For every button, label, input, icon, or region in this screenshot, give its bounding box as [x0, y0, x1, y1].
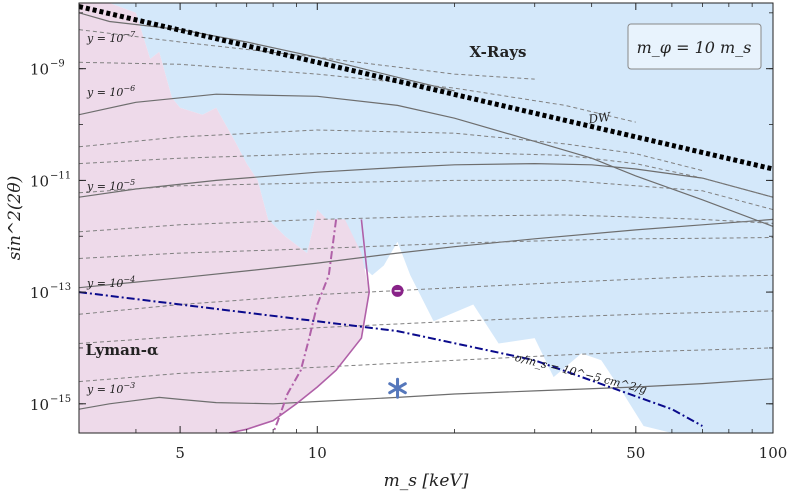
y-tick-exponent: −11 — [50, 170, 71, 181]
legend-box: m_φ = 10 m_s — [627, 23, 762, 70]
x-tick-label: 5 — [175, 444, 185, 462]
series-line-4 — [79, 218, 773, 289]
series-line-6 — [79, 29, 535, 80]
legend-text: m_φ = 10 m_s — [637, 38, 752, 57]
y-line-label-4: y = 10−4 — [86, 275, 135, 290]
y-tick-label: 10 — [30, 396, 49, 414]
series-line-11 — [79, 214, 773, 233]
star-marker-arm — [388, 382, 407, 395]
series-line-2 — [79, 93, 773, 227]
series-line-3 — [79, 162, 773, 198]
series-line-18 — [228, 219, 371, 433]
xrays-label: X-Rays — [469, 43, 526, 61]
y-tick-exponent: −13 — [50, 282, 71, 293]
y-tick-label: 10 — [30, 172, 49, 190]
series-line-1 — [79, 12, 455, 92]
lyman-alpha-region — [79, 3, 370, 433]
y-tick-label: 10 — [30, 61, 49, 79]
y-line-label-3: y = 10−5 — [86, 178, 135, 193]
x-axis-title: m_s [keV] — [384, 471, 469, 491]
lyman-alpha-label: Lyman-α — [86, 341, 159, 359]
plot-frame — [78, 2, 774, 434]
svg-text:y = 10−7: y = 10−7 — [86, 30, 136, 45]
series-line-5 — [79, 378, 773, 410]
x-tick-label: 100 — [759, 444, 788, 462]
x-tick-label: 50 — [626, 444, 645, 462]
series-line-10 — [79, 179, 773, 211]
x-tick-label: 10 — [308, 444, 327, 462]
series-line-7 — [79, 61, 636, 123]
y-line-label-1: y = 10−7 — [86, 30, 136, 45]
series-line-8 — [79, 129, 703, 172]
svg-text:y = 10−5: y = 10−5 — [86, 178, 135, 193]
dw-label: DW — [587, 109, 613, 126]
y-axis-title: sin^2(2θ) — [5, 176, 25, 261]
series-line-17 — [79, 291, 703, 427]
svg-text:y = 10−6: y = 10−6 — [86, 84, 135, 99]
y-tick-exponent: −9 — [50, 59, 65, 70]
y-line-label-5: y = 10−3 — [86, 381, 135, 396]
svg-text:y = 10−4: y = 10−4 — [86, 275, 135, 290]
y-tick-label: 10 — [30, 284, 49, 302]
y-tick-exponent: −15 — [50, 394, 71, 405]
xrays-region — [79, 3, 773, 433]
svg-text:y = 10−3: y = 10−3 — [86, 381, 135, 396]
y-line-label-2: y = 10−6 — [86, 84, 135, 99]
series-line-12 — [79, 237, 773, 259]
